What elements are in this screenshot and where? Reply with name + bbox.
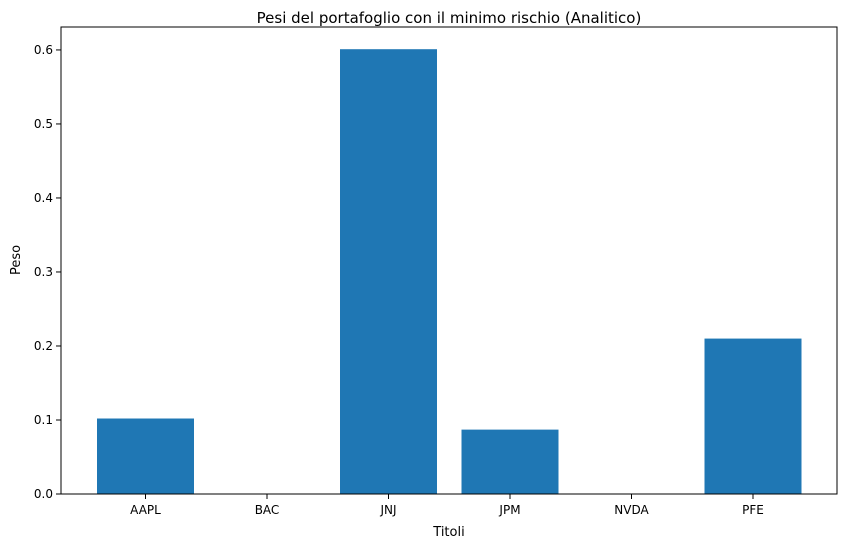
y-tick-label: 0.0 xyxy=(34,487,53,501)
x-axis-label: Titoli xyxy=(432,525,464,540)
bar-jpm xyxy=(461,429,559,494)
bars-group xyxy=(97,49,802,495)
bar-jnj xyxy=(340,49,437,495)
x-tick-label: BAC xyxy=(255,503,280,517)
y-axis: 0.0 0.1 0.2 0.3 0.4 0.5 0.6 xyxy=(34,43,61,501)
y-tick-label: 0.3 xyxy=(34,265,53,279)
y-tick-label: 0.6 xyxy=(34,43,53,57)
y-tick-label: 0.5 xyxy=(34,117,53,131)
plot-frame xyxy=(60,26,838,495)
y-tick-label: 0.4 xyxy=(34,191,53,205)
bar-pfe xyxy=(704,338,802,494)
y-tick-label: 0.1 xyxy=(34,413,53,427)
x-axis: AAPL BAC JNJ JPM NVDA PFE xyxy=(130,494,764,517)
x-tick-label: NVDA xyxy=(614,503,649,517)
x-tick-label: PFE xyxy=(742,503,764,517)
x-tick-label: JNJ xyxy=(379,503,396,517)
y-axis-label: Peso xyxy=(9,245,24,275)
chart-title: Pesi del portafoglio con il minimo risch… xyxy=(257,9,642,27)
bar-aapl xyxy=(97,418,194,494)
x-tick-label: AAPL xyxy=(130,503,161,517)
y-tick-label: 0.2 xyxy=(34,339,53,353)
x-tick-label: JPM xyxy=(498,503,520,517)
